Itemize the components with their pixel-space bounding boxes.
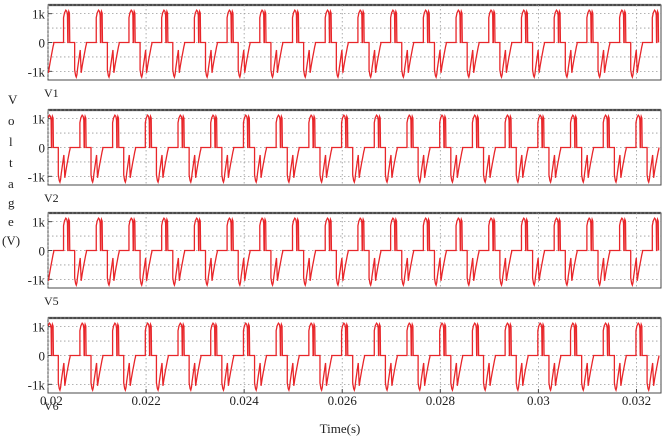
x-axis-title: Time(s) [320, 421, 361, 436]
x-tick-label: 0.032 [622, 393, 651, 408]
chart-panel-v1: 1k 0 -1k V1 [28, 3, 662, 100]
series-name: V1 [44, 86, 59, 100]
x-tick-label: 0.022 [131, 393, 160, 408]
chart-panels: 1k 0 -1k V1 1k 0 -1k V2 1k 0 -1k V5 1k 0 -1k V6 [28, 3, 662, 413]
series-name: V6 [44, 399, 59, 413]
y-axis-title-char: (V) [2, 233, 20, 248]
y-tick-label: -1k [28, 169, 46, 184]
y-axis-title-char: o [8, 113, 15, 128]
x-tick-label: 0.02 [40, 393, 63, 408]
x-tick-label: 0.024 [230, 393, 260, 408]
y-tick-label: -1k [28, 272, 46, 287]
y-tick-label: 0 [39, 141, 46, 156]
y-tick-label: -1k [28, 377, 46, 392]
waveform-line-v5 [48, 216, 660, 288]
x-tick-label: 0.03 [527, 393, 550, 408]
x-axis: 0.02 0.022 0.024 0.026 0.028 0.03 0.032 [40, 389, 651, 408]
y-tick-label: 1k [32, 7, 46, 22]
chart-panel-v6: 1k 0 -1k V6 [28, 316, 662, 413]
chart-panel-v5: 1k 0 -1k V5 [28, 211, 662, 308]
chart-panel-v2: 1k 0 -1k V2 [28, 108, 662, 205]
y-tick-label: -1k [28, 64, 46, 79]
y-tick-label: 0 [39, 244, 46, 259]
waveform-line-v1 [48, 8, 660, 80]
y-axis-title-char: t [9, 155, 13, 170]
x-tick-label: 0.026 [328, 393, 358, 408]
waveform-line-v2 [48, 113, 660, 185]
x-tick-label: 0.028 [426, 393, 455, 408]
y-axis-title-char: e [8, 214, 14, 229]
y-axis-title-char: l [9, 134, 13, 149]
series-name: V2 [44, 191, 59, 205]
y-axis-title-char: V [8, 92, 18, 107]
waveform-line-v6 [48, 321, 660, 393]
series-name: V5 [44, 294, 59, 308]
y-axis-title-char: a [8, 176, 14, 191]
y-tick-label: 1k [32, 112, 46, 127]
y-axis-title: V o l t a g e (V) [2, 92, 20, 248]
y-axis-title-char: g [8, 195, 15, 210]
y-tick-label: 0 [39, 36, 46, 51]
y-tick-label: 1k [32, 215, 46, 230]
y-tick-label: 1k [32, 320, 46, 335]
y-tick-label: 0 [39, 349, 46, 364]
